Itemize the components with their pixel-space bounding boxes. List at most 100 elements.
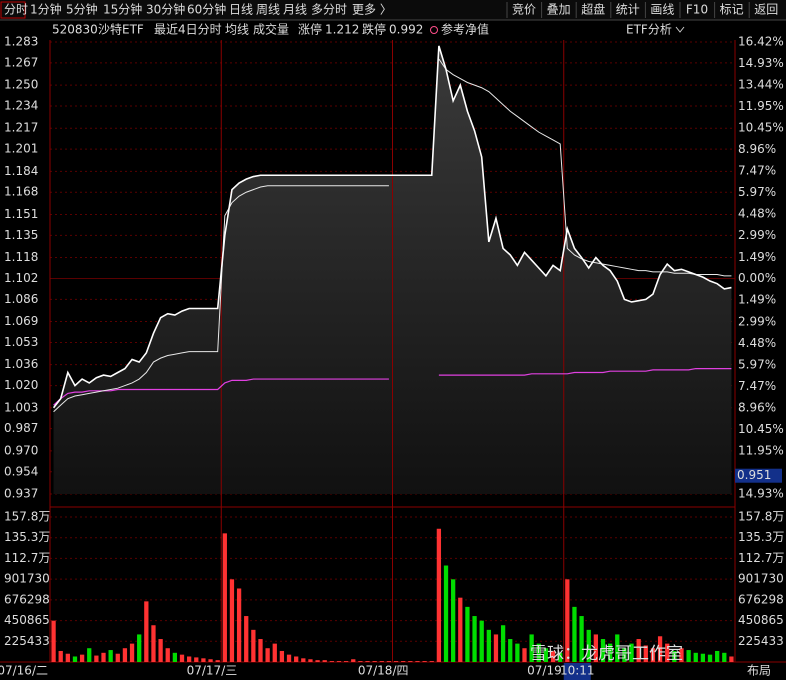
toolbar-button[interactable]: 统计 xyxy=(616,3,640,17)
y2-tick-label: 7.47% xyxy=(738,164,776,178)
toolbar-button[interactable]: 叠加 xyxy=(547,3,571,17)
day-label: 07/17/三 xyxy=(187,664,238,678)
volume-bar xyxy=(215,660,220,662)
volume-bar xyxy=(87,648,92,662)
volume-bar xyxy=(543,648,549,662)
y-tick-label: 1.135 xyxy=(4,228,38,242)
y-tick-label: 0.954 xyxy=(4,464,38,478)
tab[interactable]: 15分钟 xyxy=(103,2,142,17)
volume-bar xyxy=(194,657,199,662)
volume-bar xyxy=(372,661,377,662)
volume-bar xyxy=(144,601,149,662)
volume-bar xyxy=(72,656,78,662)
info-name: 沙特ETF xyxy=(98,22,144,37)
toolbar-button[interactable]: 竞价 xyxy=(512,3,536,17)
toolbar-button[interactable]: 画线 xyxy=(650,3,674,17)
volume-bar xyxy=(393,661,399,662)
toolbar xyxy=(0,0,786,20)
y-tick-label: 1.003 xyxy=(4,400,38,414)
volume-bar xyxy=(415,661,420,662)
volume-tick-label-right: 112.7万 xyxy=(738,551,784,565)
volume-bar xyxy=(301,658,306,662)
cursor-time: 10:11 xyxy=(560,664,595,678)
y2-tick-label: 2.99% xyxy=(738,228,776,242)
volume-bar xyxy=(522,648,527,662)
volume-bar xyxy=(294,656,299,662)
tab[interactable]: 60分钟 xyxy=(187,2,226,17)
volume-bar xyxy=(558,652,563,662)
volume-tick-label-right: 450865 xyxy=(738,613,784,627)
volume-bar xyxy=(508,639,513,662)
nav-toggle[interactable] xyxy=(430,26,438,34)
volume-bar xyxy=(358,661,363,662)
cursor-price: 0.951 xyxy=(737,468,771,482)
volume-bar xyxy=(272,643,277,662)
y2-tick-label: 8.96% xyxy=(738,400,776,414)
y-tick-label: 1.118 xyxy=(4,250,38,264)
volume-tick-label: 901730 xyxy=(4,572,50,586)
tab[interactable]: 多分时 xyxy=(311,3,347,17)
info-limit-up-label: 涨停 xyxy=(298,22,322,37)
watermark: 雪球：龙虎哥工作室 xyxy=(530,644,683,664)
volume-bar xyxy=(137,634,142,662)
volume-bar xyxy=(236,588,242,662)
toolbar-button[interactable]: 标记 xyxy=(720,3,744,17)
y2-tick-label: 10.45% xyxy=(738,422,784,436)
volume-bar xyxy=(365,661,370,662)
volume-tick-label: 112.7万 xyxy=(4,551,50,565)
tab[interactable]: 1分钟 xyxy=(30,2,62,17)
y-tick-label: 1.102 xyxy=(4,271,38,285)
volume-bar xyxy=(536,643,541,662)
volume-bar xyxy=(336,661,342,662)
y-tick-label: 0.987 xyxy=(4,421,38,435)
toolbar-button[interactable]: 超盘 xyxy=(581,2,605,17)
y2-tick-label: 13.44% xyxy=(738,77,784,91)
volume-bar xyxy=(279,650,285,662)
volume-tick-label-right: 901730 xyxy=(738,572,784,586)
volume-bar xyxy=(179,654,185,662)
volume-bar xyxy=(636,639,641,662)
layout-button[interactable]: 布局 xyxy=(747,664,771,678)
info-volume-label: 成交量 xyxy=(253,22,289,37)
volume-bar xyxy=(408,661,413,662)
tab[interactable]: 周线 xyxy=(256,3,280,17)
volume-bar xyxy=(286,654,292,662)
volume-bar xyxy=(700,653,706,662)
volume-tick-label: 450865 xyxy=(4,613,50,627)
volume-bar xyxy=(472,616,477,662)
volume-bar xyxy=(665,643,670,662)
volume-bar xyxy=(222,533,227,662)
tab[interactable]: 月线 xyxy=(283,3,307,17)
volume-bar xyxy=(251,629,256,662)
toolbar-button[interactable]: F10 xyxy=(686,3,708,17)
volume-bar xyxy=(586,629,591,662)
y-tick-label: 1.201 xyxy=(4,142,38,156)
volume-tick-label-right: 157.8万 xyxy=(738,510,784,524)
volume-bar xyxy=(486,629,491,662)
tab[interactable]: 5分钟 xyxy=(66,2,98,17)
tab[interactable]: 更多 〉 xyxy=(352,3,392,17)
volume-tick-label: 157.8万 xyxy=(4,510,50,524)
volume-bar xyxy=(379,661,384,662)
tab[interactable]: 日线 xyxy=(229,3,253,17)
etf-analysis[interactable]: ETF分析 xyxy=(626,23,672,37)
y2-tick-label: 14.93% xyxy=(738,56,784,70)
volume-bar xyxy=(308,659,313,662)
series-line xyxy=(53,58,732,413)
volume-bar xyxy=(422,661,427,662)
volume-bar xyxy=(244,616,249,662)
tab[interactable]: 30分钟 xyxy=(146,2,185,17)
cursor-time-box xyxy=(563,663,591,680)
volume-bar xyxy=(643,645,648,662)
volume-tick-label-right: 225433 xyxy=(738,634,784,648)
volume-tick-label: 676298 xyxy=(4,592,50,606)
y2-tick-label: 4.48% xyxy=(738,207,776,221)
series-line xyxy=(52,45,732,409)
volume-bar xyxy=(593,634,598,662)
toolbar-button[interactable]: 返回 xyxy=(754,3,778,17)
tab[interactable]: 分时 xyxy=(4,3,28,17)
volume-bar xyxy=(343,661,349,662)
info-nav-label[interactable]: 参考净值 xyxy=(441,22,489,37)
info-limit-down: 0.992 xyxy=(389,23,423,37)
volume-bar xyxy=(550,650,556,662)
